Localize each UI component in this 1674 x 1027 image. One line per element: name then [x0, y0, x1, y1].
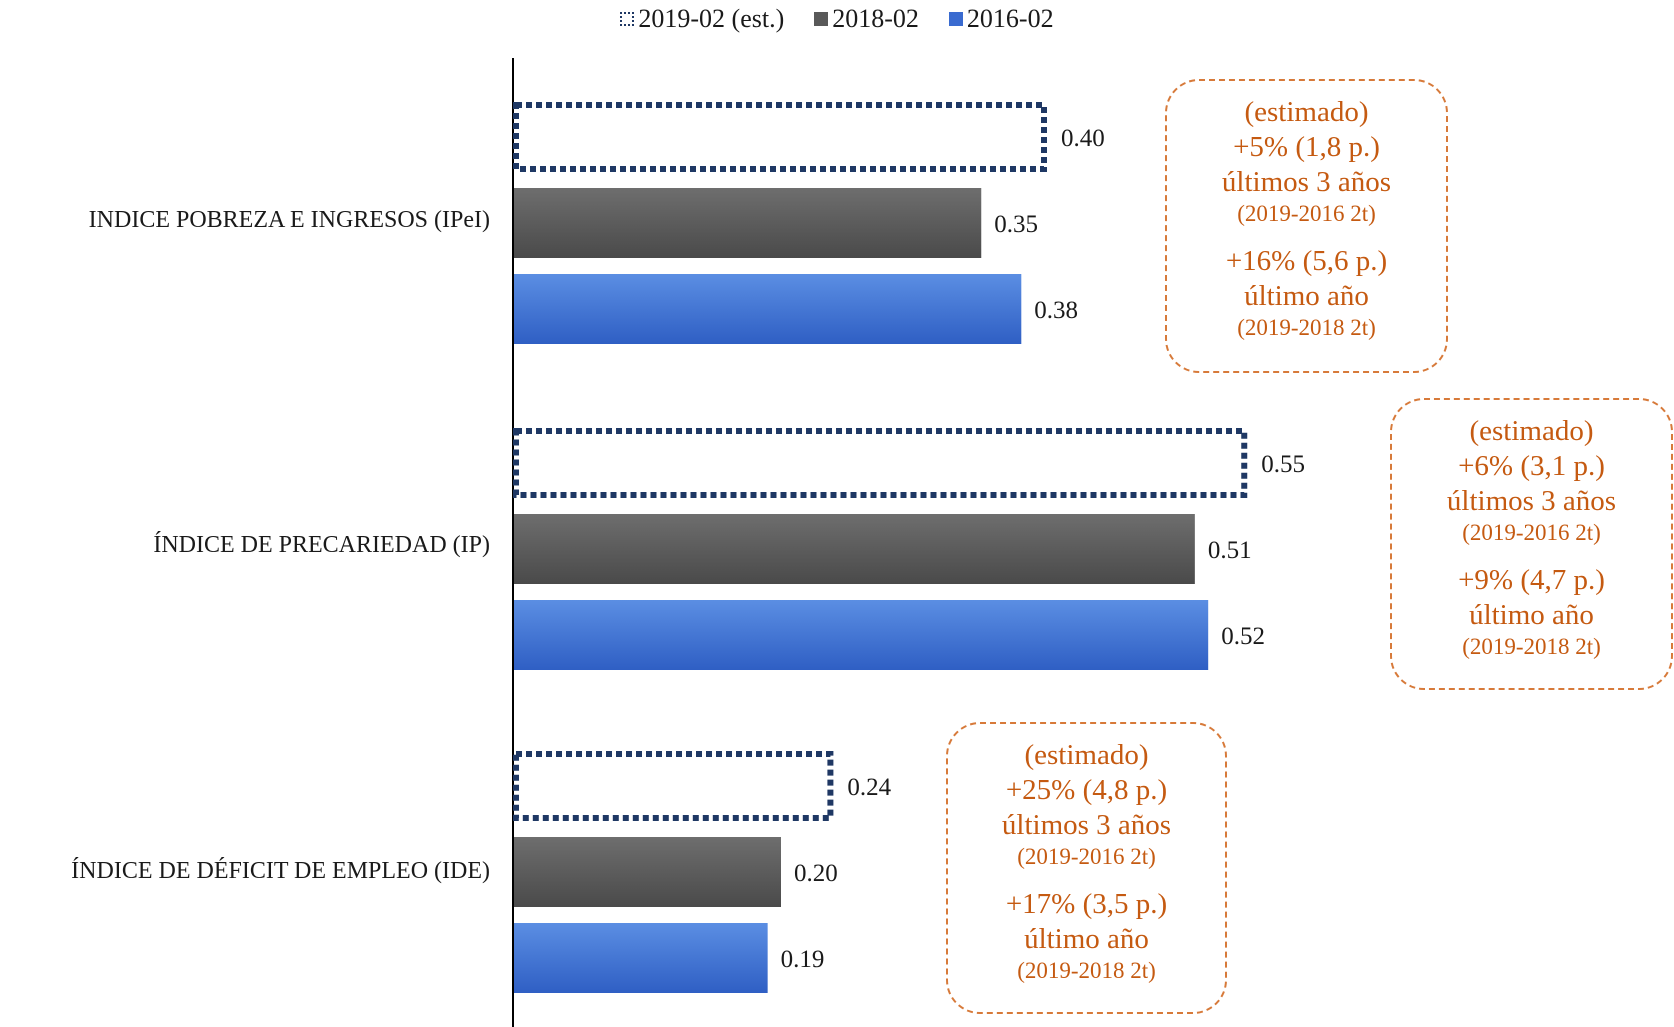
data-label-ip-2016: 0.52	[1221, 623, 1265, 650]
annotation-label-1y: último año	[1244, 280, 1369, 312]
bar-ip-2018	[514, 514, 1195, 584]
category-label-ide: ÍNDICE DE DÉFICIT DE EMPLEO (IDE)	[71, 858, 490, 884]
data-label-ide-2019: 0.24	[847, 774, 891, 801]
annotation-estimado: (estimado)	[1024, 739, 1149, 771]
annotation-period-1y: (2019-2018 2t)	[1462, 634, 1601, 659]
annotation-period-3y: (2019-2016 2t)	[1017, 844, 1156, 869]
annotation-box-ip: (estimado) +6% (3,1 p.) últimos 3 años (…	[1390, 398, 1673, 690]
annotation-estimado: (estimado)	[1469, 415, 1594, 447]
bar-ip-2016	[514, 600, 1209, 670]
bar-ipei-2019	[513, 102, 1047, 172]
annotation-change-1y: +16% (5,6 p.)	[1225, 245, 1388, 277]
legend-item-2019: 2019-02 (est.)	[620, 4, 784, 34]
category-label-ip: ÍNDICE DE PRECARIEDAD (IP)	[153, 532, 490, 558]
annotation-box-ipei: (estimado) +5% (1,8 p.) últimos 3 años (…	[1165, 79, 1448, 373]
annotation-period-1y: (2019-2018 2t)	[1017, 958, 1156, 983]
legend-swatch-2018	[814, 12, 829, 26]
annotation-change-1y: +17% (3,5 p.)	[1005, 888, 1168, 920]
annotation-estimado: (estimado)	[1244, 96, 1369, 128]
annotation-label-1y: último año	[1024, 923, 1149, 955]
legend-swatch-2016	[948, 12, 963, 26]
annotation-change-3y: +5% (1,8 p.)	[1233, 131, 1380, 163]
legend-item-2018: 2018-02	[814, 4, 919, 34]
annotation-period-3y: (2019-2016 2t)	[1462, 520, 1601, 545]
legend-swatch-2019	[620, 12, 635, 26]
legend-label-2019: 2019-02 (est.)	[638, 4, 785, 33]
annotation-change-3y: +25% (4,8 p.)	[1005, 774, 1168, 806]
data-label-ipei-2018: 0.35	[994, 211, 1038, 238]
annotation-change-3y: +6% (3,1 p.)	[1458, 450, 1605, 482]
annotation-period-1y: (2019-2018 2t)	[1237, 315, 1376, 340]
data-label-ip-2018: 0.51	[1208, 537, 1252, 564]
annotation-label-1y: último año	[1469, 599, 1594, 631]
data-label-ipei-2019: 0.40	[1061, 125, 1105, 152]
annotation-label-3y: últimos 3 años	[1001, 809, 1172, 841]
bar-ide-2016	[514, 923, 768, 993]
legend-item-2016: 2016-02	[948, 4, 1054, 34]
annotation-box-ide: (estimado) +25% (4,8 p.) últimos 3 años …	[946, 722, 1227, 1014]
legend: 2019-02 (est.) 2018-02 2016-02	[0, 4, 1674, 34]
bar-ipei-2016	[514, 274, 1022, 344]
data-label-ip-2019: 0.55	[1261, 451, 1305, 478]
annotation-change-1y: +9% (4,7 p.)	[1458, 564, 1605, 596]
data-label-ipei-2016: 0.38	[1034, 297, 1078, 324]
legend-label-2016: 2016-02	[966, 4, 1054, 33]
bar-ide-2019	[513, 751, 834, 821]
legend-label-2018: 2018-02	[832, 4, 919, 33]
data-label-ide-2016: 0.19	[781, 946, 825, 973]
bar-ip-2019	[513, 428, 1248, 498]
category-label-ipei: INDICE POBREZA E INGRESOS (IPeI)	[88, 207, 490, 233]
bar-ide-2018	[514, 837, 781, 907]
bar-ipei-2018	[514, 188, 982, 258]
data-label-ide-2018: 0.20	[794, 860, 838, 887]
annotation-period-3y: (2019-2016 2t)	[1237, 201, 1376, 226]
annotation-label-3y: últimos 3 años	[1446, 485, 1617, 517]
annotation-label-3y: últimos 3 años	[1221, 166, 1392, 198]
